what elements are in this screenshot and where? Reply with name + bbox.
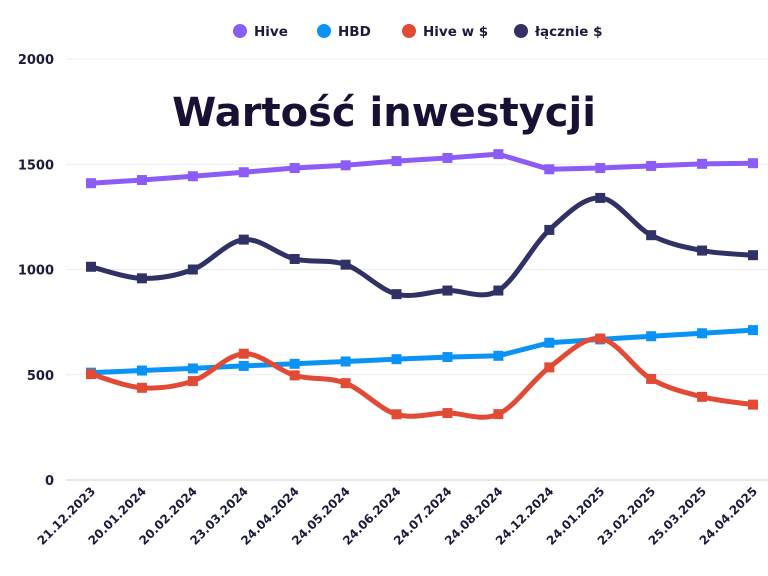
x-axis: 21.12.202320.01.202420.02.202423.03.2024…	[35, 484, 761, 548]
data-point-marker	[748, 250, 758, 261]
legend-label: Hive w $	[423, 24, 488, 40]
legend-label: HBD	[338, 24, 371, 40]
data-point-marker	[493, 149, 504, 160]
legend-swatch	[402, 24, 416, 38]
data-point-marker	[391, 289, 402, 300]
data-point-marker	[187, 376, 198, 387]
legend-swatch	[233, 24, 247, 38]
data-point-marker	[748, 399, 758, 410]
data-point-marker	[544, 164, 555, 175]
data-point-marker	[493, 285, 504, 296]
data-point-marker	[544, 337, 555, 348]
data-point-marker	[136, 382, 147, 393]
data-point-marker	[442, 152, 453, 163]
series-lines	[86, 149, 758, 420]
data-point-marker	[697, 391, 708, 402]
series-line	[88, 195, 756, 298]
data-point-marker	[289, 163, 300, 174]
data-point-marker	[136, 175, 147, 186]
data-point-marker	[86, 178, 96, 189]
data-point-marker	[340, 259, 351, 270]
data-point-marker	[748, 158, 758, 169]
y-tick-label: 500	[27, 369, 54, 384]
series-łącznie	[86, 192, 758, 300]
data-point-marker	[238, 348, 249, 359]
y-tick-label: 1500	[18, 158, 54, 173]
data-point-marker	[595, 163, 606, 174]
data-point-marker	[340, 378, 351, 389]
data-point-marker	[391, 354, 402, 365]
legend-label: łącznie $	[534, 24, 602, 40]
data-point-marker	[646, 373, 657, 384]
data-point-marker	[86, 261, 96, 272]
data-point-marker	[340, 356, 351, 367]
data-point-marker	[544, 362, 555, 373]
series-line	[88, 327, 756, 376]
data-point-marker	[238, 234, 249, 245]
series-line	[88, 336, 756, 420]
data-point-marker	[238, 360, 249, 371]
legend-swatch	[317, 24, 331, 38]
data-point-marker	[544, 224, 555, 235]
data-point-marker	[595, 333, 606, 344]
y-tick-label: 2000	[18, 53, 54, 68]
legend-swatch	[514, 24, 528, 38]
legend-item: łącznie $	[514, 24, 602, 40]
data-point-marker	[391, 409, 402, 420]
data-point-marker	[442, 408, 453, 419]
data-point-marker	[442, 352, 453, 363]
data-point-marker	[442, 285, 453, 296]
data-point-marker	[646, 331, 657, 342]
data-point-marker	[697, 328, 708, 339]
legend-item: Hive w $	[402, 24, 488, 40]
y-axis: 0 500 1000 1500 2000	[18, 53, 54, 489]
data-point-marker	[340, 160, 351, 171]
data-point-marker	[493, 409, 504, 420]
data-point-marker	[697, 245, 708, 256]
data-point-marker	[646, 230, 657, 241]
data-point-marker	[136, 273, 147, 284]
data-point-marker	[136, 365, 147, 376]
data-point-marker	[289, 370, 300, 381]
y-tick-label: 1000	[18, 264, 54, 279]
chart-title: Wartość inwestycji	[172, 90, 596, 136]
legend-item: Hive	[233, 24, 288, 40]
data-point-marker	[187, 171, 198, 182]
legend-item: HBD	[317, 24, 371, 40]
data-point-marker	[289, 253, 300, 264]
data-point-marker	[748, 325, 758, 336]
series-hive	[86, 149, 758, 189]
data-point-marker	[86, 369, 96, 380]
data-point-marker	[493, 350, 504, 361]
data-point-marker	[646, 160, 657, 171]
data-point-marker	[238, 167, 249, 178]
y-tick-label: 0	[45, 474, 54, 489]
series-hive-w	[86, 333, 758, 420]
series-hbd	[86, 325, 758, 378]
data-point-marker	[187, 264, 198, 275]
data-point-marker	[595, 192, 606, 203]
legend-label: Hive	[254, 24, 288, 40]
data-point-marker	[391, 156, 402, 167]
series-line	[88, 151, 756, 186]
data-point-marker	[289, 358, 300, 369]
data-point-marker	[187, 363, 198, 374]
data-point-marker	[697, 158, 708, 169]
legend: Hive HBD Hive w $ łącznie $	[233, 24, 602, 40]
